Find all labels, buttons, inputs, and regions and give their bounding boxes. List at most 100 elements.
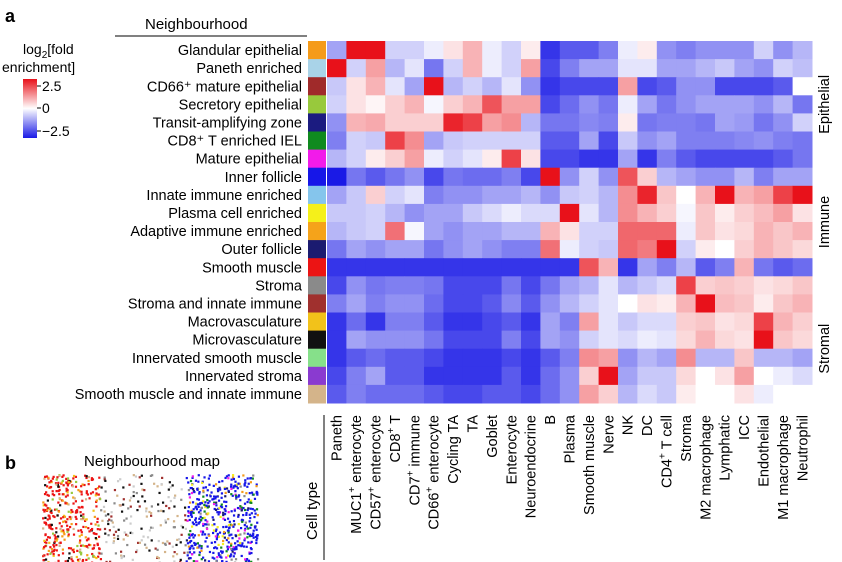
map-point xyxy=(237,533,240,537)
map-point xyxy=(89,543,92,547)
map-point xyxy=(134,475,138,478)
heatmap-cell xyxy=(579,348,600,368)
map-point xyxy=(140,474,143,477)
map-point xyxy=(202,556,205,559)
map-point xyxy=(202,500,205,503)
map-point xyxy=(224,505,228,508)
map-point xyxy=(45,475,48,478)
map-point xyxy=(148,529,151,532)
map-point xyxy=(200,502,203,505)
map-point xyxy=(215,504,218,507)
heatmap-cell xyxy=(656,167,677,187)
heatmap-cell xyxy=(792,59,813,78)
heatmap-cell xyxy=(715,330,735,350)
row-label: Stroma and innate immune xyxy=(128,296,302,312)
heatmap-cell xyxy=(327,384,347,404)
map-point xyxy=(188,536,191,539)
map-point xyxy=(114,530,118,533)
heatmap-cell xyxy=(365,77,386,96)
heatmap-cell xyxy=(521,185,541,205)
map-point xyxy=(211,516,214,519)
group-label: Epithelial xyxy=(817,75,833,134)
map-point xyxy=(71,510,74,513)
map-point xyxy=(252,493,255,496)
map-point xyxy=(58,544,61,547)
heatmap-cell xyxy=(404,41,425,60)
map-point xyxy=(234,494,238,497)
map-point xyxy=(87,543,91,546)
map-point xyxy=(100,509,103,512)
heatmap-cell xyxy=(346,131,367,151)
map-point xyxy=(156,485,159,488)
heatmap-cell xyxy=(618,258,638,277)
map-point xyxy=(82,513,85,516)
map-point xyxy=(87,546,90,549)
map-point xyxy=(255,508,259,511)
heatmap-cell xyxy=(327,258,347,277)
row-swatch xyxy=(308,131,326,151)
heatmap-cell xyxy=(462,384,483,404)
heatmap-cell xyxy=(656,366,677,386)
heatmap-cell xyxy=(773,167,794,187)
map-point xyxy=(244,479,247,482)
map-point xyxy=(227,541,230,544)
map-point xyxy=(187,511,190,514)
group-label: Immune xyxy=(817,196,833,248)
map-point xyxy=(186,542,190,545)
heatmap-cell xyxy=(579,276,600,295)
heatmap-cell xyxy=(385,258,406,277)
map-point xyxy=(82,525,85,529)
row-swatch xyxy=(308,312,326,332)
heatmap-cell xyxy=(462,95,483,114)
map-point xyxy=(196,546,199,549)
column-label: Cycling TA xyxy=(446,415,462,484)
map-point xyxy=(67,547,71,550)
map-point xyxy=(202,522,205,526)
map-point xyxy=(49,552,52,555)
heatmap-cell xyxy=(559,384,580,404)
map-point xyxy=(250,501,253,505)
heatmap-cell xyxy=(521,276,541,295)
map-point xyxy=(188,496,192,499)
map-point xyxy=(231,550,234,553)
map-point xyxy=(50,523,53,526)
heatmap-cell xyxy=(501,276,522,295)
heatmap-cell xyxy=(404,149,425,169)
map-point xyxy=(192,560,195,562)
heatmap-cell xyxy=(365,203,386,223)
map-point xyxy=(46,507,49,510)
heatmap-cell xyxy=(346,59,367,78)
map-point xyxy=(239,533,242,536)
map-point xyxy=(252,474,255,477)
heatmap-cell xyxy=(559,113,580,132)
map-point xyxy=(196,487,199,491)
map-point xyxy=(121,555,124,558)
heatmap-cell xyxy=(424,113,444,132)
map-point xyxy=(82,516,85,519)
map-point xyxy=(43,546,46,549)
column-label: CD66+ enterocyte xyxy=(425,415,443,530)
map-point xyxy=(93,532,96,535)
heatmap-cell xyxy=(753,330,774,350)
map-point xyxy=(231,537,234,540)
map-point xyxy=(231,476,235,479)
colorbar-title-line1: log2[fold xyxy=(23,41,74,61)
map-point xyxy=(67,479,70,483)
heatmap-cell xyxy=(618,276,638,295)
map-point xyxy=(228,527,231,530)
map-point xyxy=(96,542,99,545)
map-point xyxy=(51,490,54,493)
map-point xyxy=(49,546,52,549)
heatmap-cell xyxy=(327,131,347,151)
heatmap-cell xyxy=(462,258,483,277)
heatmap-cell xyxy=(695,203,716,223)
heatmap-cell xyxy=(734,203,755,223)
map-point xyxy=(87,475,91,479)
heatmap-cell xyxy=(579,330,600,350)
heatmap-cell xyxy=(676,366,697,386)
map-point xyxy=(192,487,195,491)
heatmap-cell xyxy=(365,366,386,386)
heatmap-cell xyxy=(753,167,774,187)
heatmap-cell xyxy=(424,348,444,368)
heatmap-cell xyxy=(598,167,619,187)
